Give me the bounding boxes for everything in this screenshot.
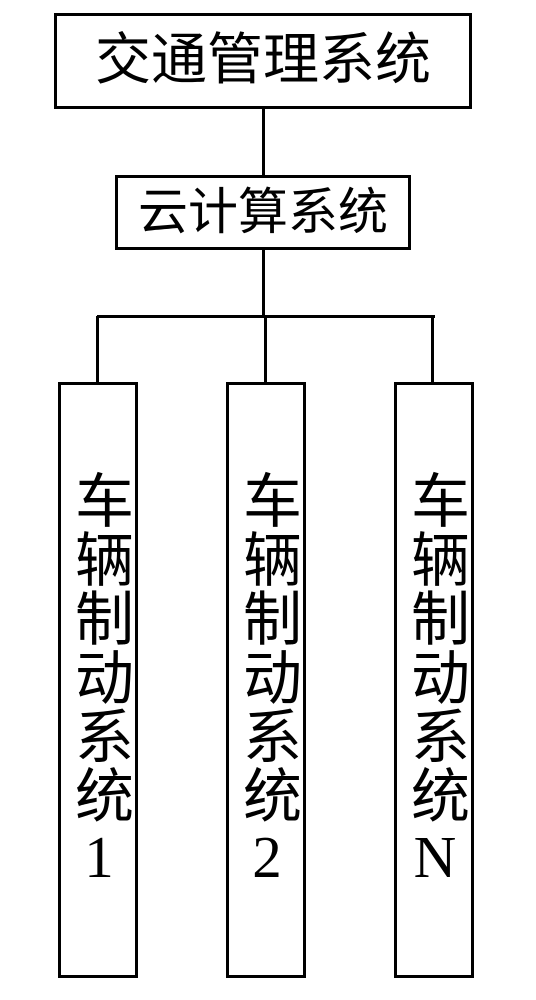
node-label: 云计算系统 <box>138 186 388 239</box>
node-vehicle-braking-system-1: 车辆制动系统1 <box>58 382 138 978</box>
edge <box>96 316 99 382</box>
node-vehicle-braking-system-n: 车辆制动系统N <box>394 382 474 978</box>
edge <box>262 250 265 316</box>
node-traffic-management-system: 交通管理系统 <box>54 13 472 109</box>
node-label: 交通管理系统 <box>95 32 431 91</box>
node-label: 车辆制动系统N <box>403 470 465 890</box>
diagram-canvas: 交通管理系统 云计算系统 车辆制动系统1 车辆制动系统2 车辆制动系统N <box>0 0 536 1000</box>
node-cloud-computing-system: 云计算系统 <box>115 175 411 250</box>
node-vehicle-braking-system-2: 车辆制动系统2 <box>226 382 306 978</box>
edge <box>262 109 265 175</box>
edge <box>264 316 267 382</box>
edge <box>431 316 434 382</box>
node-label: 车辆制动系统2 <box>235 470 297 890</box>
node-label: 车辆制动系统1 <box>67 470 129 890</box>
